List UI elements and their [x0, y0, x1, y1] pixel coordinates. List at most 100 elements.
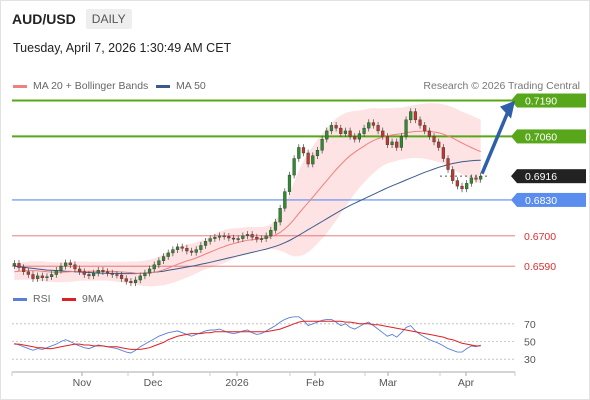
candle: [26, 271, 30, 275]
timestamp: Tuesday, April 7, 2026 1:30:49 AM CET: [13, 41, 232, 55]
bollinger-band: [14, 103, 481, 287]
level-tag-2: [517, 169, 586, 184]
candle: [479, 175, 483, 180]
candle: [82, 271, 86, 275]
level-tag-pointer-1: [511, 129, 517, 144]
candle: [446, 158, 450, 170]
candle: [50, 274, 54, 277]
candle: [22, 267, 26, 272]
candle: [54, 270, 58, 275]
level-label-5: 0.6590: [524, 261, 556, 273]
research-credit: Research © 2026 Trading Central: [423, 80, 580, 92]
candle: [87, 274, 91, 277]
level-tag-0: [517, 93, 586, 108]
candle: [208, 238, 212, 242]
rsi-tick-label-50: 50: [524, 337, 536, 349]
legend-ma50: MA 50: [156, 80, 206, 92]
candle: [371, 122, 376, 126]
candle: [306, 152, 310, 165]
level-label-3: 0.6830: [525, 195, 557, 207]
candle: [460, 185, 464, 190]
level-tag-pointer-0: [511, 93, 517, 108]
ma20-swatch: [13, 84, 27, 88]
level-label-1: 0.7060: [525, 131, 557, 143]
candle: [432, 136, 436, 143]
candle: [427, 130, 431, 137]
candle: [357, 133, 362, 140]
candle: [367, 122, 371, 129]
x-tick-label-Feb: Feb: [306, 377, 324, 389]
candle: [409, 111, 413, 121]
candle: [451, 169, 455, 181]
candle: [315, 150, 320, 156]
chart-header: AUD/USD DAILY: [12, 9, 132, 29]
candle: [348, 130, 352, 137]
candle: [31, 274, 35, 279]
legend-rsi-ma-label: 9MA: [82, 293, 104, 305]
level-tag-3: [517, 192, 586, 207]
rsi-tick-label-30: 30: [524, 354, 536, 366]
candle: [250, 234, 254, 238]
candle: [259, 238, 264, 240]
candle: [166, 252, 170, 257]
x-tick-label-Apr: Apr: [458, 377, 475, 389]
candle: [105, 271, 110, 274]
candle: [227, 236, 231, 239]
rsi-ma-swatch: [62, 297, 76, 301]
rsi-swatch: [13, 297, 27, 301]
candle: [161, 256, 166, 261]
candle: [437, 141, 441, 148]
candle: [231, 237, 236, 240]
candle: [455, 180, 459, 187]
candle: [334, 125, 338, 129]
candle: [199, 245, 203, 250]
candle: [339, 127, 343, 134]
level-label-4: 0.6700: [524, 231, 556, 243]
ma50-line: [14, 159, 481, 275]
legend-ma20: MA 20 + Bollinger Bands: [13, 80, 148, 92]
candle: [329, 125, 334, 132]
candle: [269, 230, 273, 237]
candle: [390, 141, 394, 145]
candle: [59, 265, 63, 271]
candle: [138, 275, 142, 281]
candle: [68, 262, 72, 266]
rsi-ma-line: [14, 320, 481, 350]
legend-rsi-ma: 9MA: [62, 293, 104, 305]
candle: [64, 262, 68, 267]
symbol-title: AUD/USD: [12, 11, 76, 27]
level-tag-pointer-3: [511, 192, 517, 207]
candle: [73, 264, 77, 270]
candle: [96, 270, 100, 274]
candle: [353, 136, 357, 140]
level-label-2: 0.6916: [525, 171, 557, 183]
candle: [110, 272, 114, 275]
x-tick-label-Nov: Nov: [73, 377, 92, 389]
candle: [413, 111, 417, 121]
legend-rsi-label: RSI: [33, 293, 51, 305]
candle: [423, 125, 427, 132]
candle: [311, 155, 315, 165]
rsi-tick-label-70: 70: [524, 319, 536, 331]
candle: [404, 119, 408, 137]
candle: [418, 119, 422, 126]
candle: [292, 158, 296, 176]
candle: [147, 268, 152, 274]
timeframe-badge[interactable]: DAILY: [85, 9, 132, 29]
candle: [143, 272, 147, 277]
candle: [236, 238, 240, 240]
candle: [115, 274, 119, 276]
candle: [381, 130, 385, 137]
candle: [119, 274, 124, 279]
candle: [180, 246, 184, 249]
candle: [362, 127, 366, 134]
legend-ma20-label: MA 20 + Bollinger Bands: [33, 80, 149, 92]
candle: [129, 281, 133, 283]
candle: [325, 130, 329, 140]
candle: [124, 278, 128, 282]
candle: [175, 246, 180, 250]
candle: [40, 275, 44, 278]
legend-ma50-label: MA 50: [176, 80, 206, 92]
candle: [194, 249, 198, 253]
